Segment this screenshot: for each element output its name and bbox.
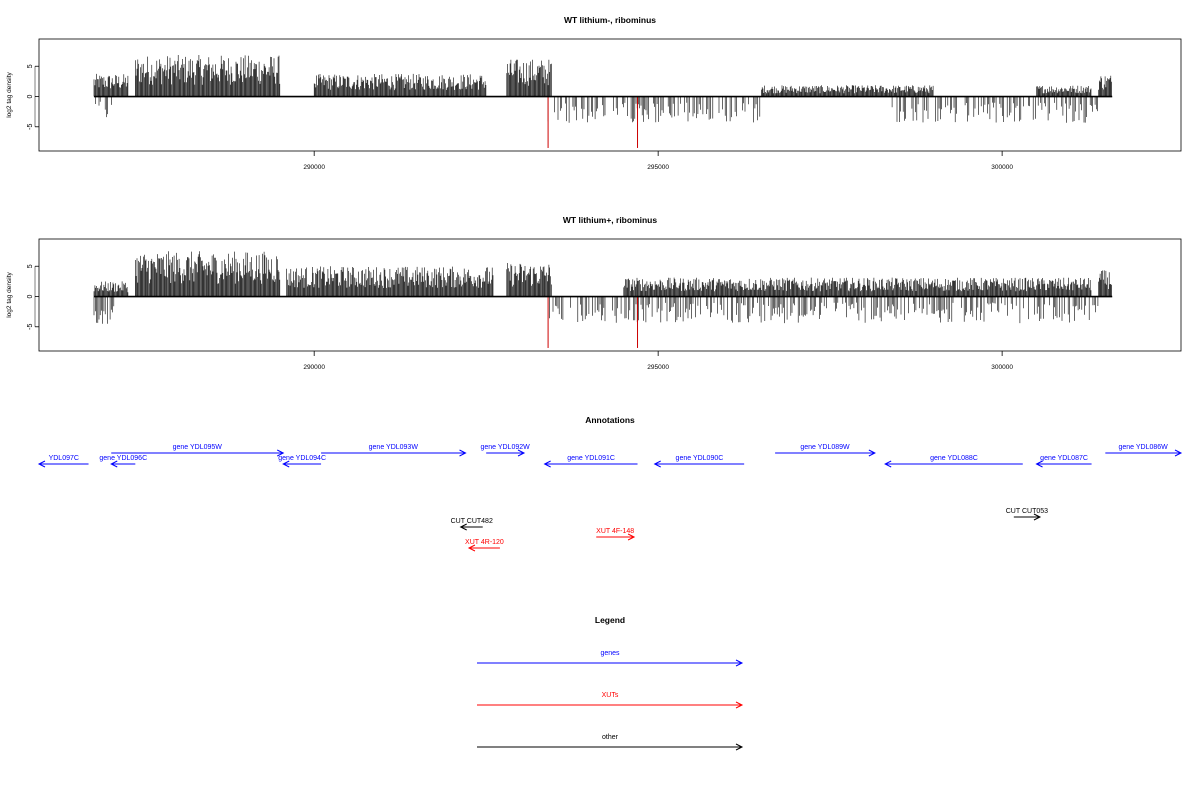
feature-label: gene YDL094C	[278, 455, 326, 462]
y-tick-label: 5	[27, 264, 34, 268]
feature-gene[interactable]: gene YDL086W	[1105, 444, 1183, 457]
x-axis: 290000 295000 300000	[303, 151, 1013, 171]
feature-arrow-arrowhead	[627, 533, 636, 541]
x-tick-label: 300000	[991, 164, 1013, 171]
feature-arrow-arrowhead	[459, 523, 467, 531]
y-axis: -5 0 5	[27, 64, 39, 130]
feature-arrow-arrowhead	[1033, 513, 1042, 521]
legend-items: genes XUTs other	[477, 650, 744, 751]
feature-arrow-arrowhead	[884, 460, 892, 468]
feature-label: CUT CUT053	[1006, 508, 1048, 515]
feature-label: gene YDL096C	[99, 455, 147, 462]
feature-gene[interactable]: gene YDL087C	[1035, 455, 1092, 468]
y-axis: -5 0 5	[27, 264, 39, 330]
legend-label: genes	[600, 650, 620, 657]
positive-strand-bars	[93, 251, 1112, 297]
feature-label: gene YDL091C	[567, 455, 615, 462]
feature-label: YDL097C	[49, 455, 79, 462]
y-tick-label: 0	[27, 94, 34, 98]
x-axis: 290000 295000 300000	[303, 351, 1013, 371]
legend-title: Legend	[595, 615, 625, 625]
feature-arrow-arrowhead	[110, 460, 118, 468]
feature-gene[interactable]: gene YDL088C	[884, 455, 1023, 468]
feature-other[interactable]: CUT CUT482	[451, 518, 493, 531]
negative-strand-bars	[93, 296, 1099, 324]
feature-arrow-arrowhead	[276, 449, 285, 457]
feature-arrow-arrowhead	[459, 449, 467, 457]
legend-arrow-arrowhead	[735, 743, 744, 751]
feature-arrow-arrowhead	[37, 460, 46, 468]
feature-gene[interactable]: gene YDL089W	[775, 444, 876, 457]
legend-label: XUTs	[602, 692, 619, 699]
feature-gene[interactable]: gene YDL093W	[321, 444, 467, 457]
plot-frame	[38, 38, 1182, 152]
feature-arrow-arrowhead	[282, 460, 290, 468]
panel-title: WT lithium+, ribominus	[563, 215, 657, 225]
panel-title: WT lithium-, ribominus	[564, 15, 656, 25]
positive-strand-bars	[93, 55, 1112, 97]
feature-list: YDL097C gene YDL096C gene YDL095W gene YDL0…	[37, 444, 1183, 552]
negative-strand-bars	[95, 96, 1098, 123]
density-panel-lithium-minus: WT lithium-, ribominus log2 tag density …	[6, 15, 1182, 171]
x-tick-label: 290000	[303, 364, 325, 371]
feature-xut[interactable]: XUT 4F-148	[596, 528, 636, 541]
feature-label: gene YDL087C	[1040, 455, 1088, 462]
feature-other[interactable]: CUT CUT053	[1006, 508, 1048, 521]
annotations-title: Annotations	[585, 415, 635, 425]
feature-gene[interactable]: gene YDL091C	[543, 455, 638, 468]
feature-arrow-arrowhead	[1035, 460, 1043, 468]
feature-label: XUT 4F-148	[596, 528, 634, 535]
y-tick-label: -5	[27, 324, 34, 330]
annotation-track: Annotations YDL097C gene YDL096C gene YDL0…	[37, 415, 1183, 552]
feature-gene[interactable]: gene YDL092W	[480, 444, 530, 457]
feature-arrow-arrowhead	[868, 449, 876, 457]
legend-item-xut: XUTs	[477, 692, 744, 709]
legend-item-gene: genes	[477, 650, 744, 667]
feature-label: XUT 4R-120	[465, 539, 504, 546]
feature-gene[interactable]: gene YDL095W	[111, 444, 285, 457]
legend-arrow-arrowhead	[735, 659, 744, 667]
y-tick-label: 5	[27, 64, 34, 68]
feature-label: gene YDL086W	[1119, 444, 1169, 451]
feature-label: gene YDL088C	[930, 455, 978, 462]
feature-arrow-arrowhead	[467, 544, 476, 552]
y-tick-label: -5	[27, 124, 34, 130]
highlight-lines	[547, 96, 639, 148]
plot-frame	[38, 238, 1182, 352]
y-tick-label: 0	[27, 294, 34, 298]
legend-label: other	[602, 734, 619, 741]
x-tick-label: 295000	[647, 164, 669, 171]
feature-arrow-arrowhead	[1174, 449, 1183, 457]
y-axis-label: log2 tag density	[6, 271, 13, 317]
feature-label: CUT CUT482	[451, 518, 493, 525]
legend-arrow-arrowhead	[735, 701, 744, 709]
feature-arrow-arrowhead	[653, 460, 661, 468]
feature-arrow-arrowhead	[543, 460, 551, 468]
feature-gene[interactable]: gene YDL090C	[653, 455, 745, 468]
feature-gene[interactable]: YDL097C	[37, 455, 89, 468]
feature-arrow-arrowhead	[517, 449, 526, 457]
feature-label: gene YDL092W	[480, 444, 530, 451]
x-tick-label: 295000	[647, 364, 669, 371]
feature-label: gene YDL093W	[369, 444, 419, 451]
x-tick-label: 290000	[303, 164, 325, 171]
feature-gene[interactable]: gene YDL094C	[278, 455, 326, 468]
feature-label: gene YDL095W	[173, 444, 223, 451]
legend-item-other: other	[477, 734, 744, 751]
feature-gene[interactable]: gene YDL096C	[99, 455, 147, 468]
feature-xut[interactable]: XUT 4R-120	[465, 539, 504, 552]
feature-label: gene YDL090C	[676, 455, 724, 462]
y-axis-label: log2 tag density	[6, 71, 13, 117]
x-tick-label: 300000	[991, 364, 1013, 371]
legend: Legend genes XUTs other	[477, 615, 744, 751]
density-panel-lithium-plus: WT lithium+, ribominus log2 tag density …	[6, 215, 1182, 371]
feature-label: gene YDL089W	[800, 444, 850, 451]
highlight-lines	[547, 296, 639, 348]
